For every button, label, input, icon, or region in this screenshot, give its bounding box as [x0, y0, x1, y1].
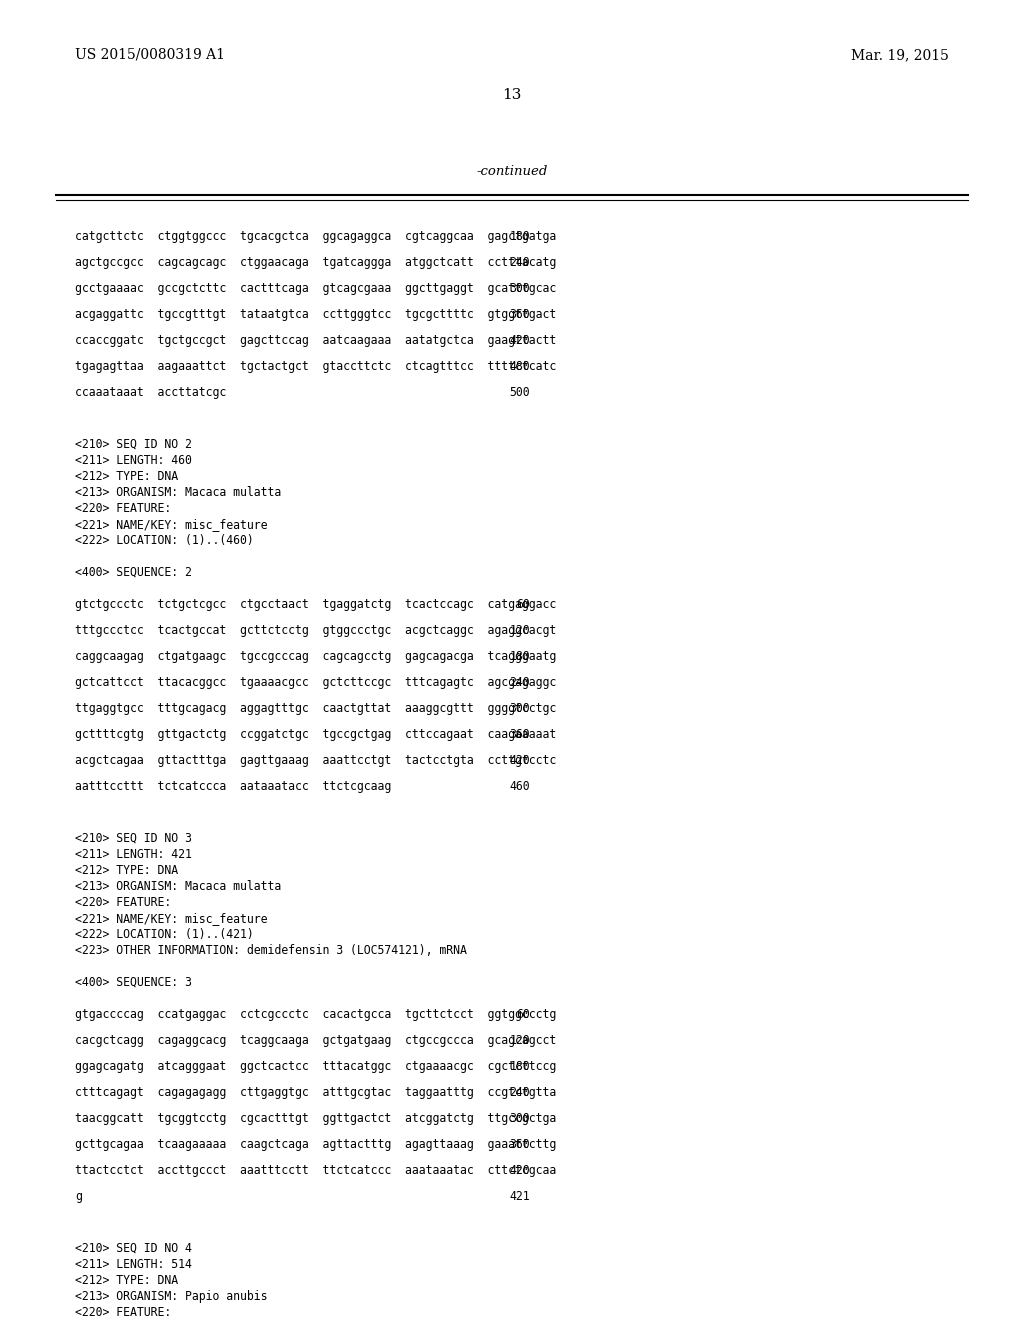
Text: ggagcagatg  atcagggaat  ggctcactcc  tttacatggc  ctgaaaacgc  cgctcttccg: ggagcagatg atcagggaat ggctcactcc tttacat… — [75, 1060, 556, 1073]
Text: <212> TYPE: DNA: <212> TYPE: DNA — [75, 865, 178, 876]
Text: 240: 240 — [509, 676, 530, 689]
Text: 420: 420 — [509, 1164, 530, 1177]
Text: gctcattcct  ttacacggcc  tgaaaacgcc  gctcttccgc  tttcagagtc  agcgagaggc: gctcattcct ttacacggcc tgaaaacgcc gctcttc… — [75, 676, 556, 689]
Text: <210> SEQ ID NO 4: <210> SEQ ID NO 4 — [75, 1242, 191, 1255]
Text: 300: 300 — [509, 702, 530, 715]
Text: tgagagttaa  aagaaattct  tgctactgct  gtaccttctc  ctcagtttcc  ttttctcatc: tgagagttaa aagaaattct tgctactgct gtacctt… — [75, 360, 556, 374]
Text: <210> SEQ ID NO 3: <210> SEQ ID NO 3 — [75, 832, 191, 845]
Text: 240: 240 — [509, 1086, 530, 1100]
Text: <222> LOCATION: (1)..(460): <222> LOCATION: (1)..(460) — [75, 535, 254, 546]
Text: tttgccctcc  tcactgccat  gcttctcctg  gtggccctgc  acgctcaggc  agaggcacgt: tttgccctcc tcactgccat gcttctcctg gtggccc… — [75, 624, 556, 638]
Text: <220> FEATURE:: <220> FEATURE: — [75, 502, 171, 515]
Text: 421: 421 — [509, 1191, 530, 1203]
Text: 480: 480 — [509, 360, 530, 374]
Text: 420: 420 — [509, 754, 530, 767]
Text: <220> FEATURE:: <220> FEATURE: — [75, 896, 171, 909]
Text: <211> LENGTH: 421: <211> LENGTH: 421 — [75, 847, 191, 861]
Text: <212> TYPE: DNA: <212> TYPE: DNA — [75, 470, 178, 483]
Text: <222> LOCATION: (1)..(421): <222> LOCATION: (1)..(421) — [75, 928, 254, 941]
Text: <211> LENGTH: 460: <211> LENGTH: 460 — [75, 454, 191, 467]
Text: caggcaagag  ctgatgaagc  tgccgcccag  cagcagcctg  gagcagacga  tcagggaatg: caggcaagag ctgatgaagc tgccgcccag cagcagc… — [75, 649, 556, 663]
Text: <213> ORGANISM: Papio anubis: <213> ORGANISM: Papio anubis — [75, 1290, 267, 1303]
Text: ctttcagagt  cagagagagg  cttgaggtgc  atttgcgtac  taggaatttg  ccgtctgtta: ctttcagagt cagagagagg cttgaggtgc atttgcg… — [75, 1086, 556, 1100]
Text: g: g — [75, 1191, 82, 1203]
Text: <400> SEQUENCE: 3: <400> SEQUENCE: 3 — [75, 975, 191, 989]
Text: <223> OTHER INFORMATION: demidefensin 3 (LOC574121), mRNA: <223> OTHER INFORMATION: demidefensin 3 … — [75, 944, 467, 957]
Text: <212> TYPE: DNA: <212> TYPE: DNA — [75, 1274, 178, 1287]
Text: <221> NAME/KEY: misc_feature: <221> NAME/KEY: misc_feature — [75, 517, 267, 531]
Text: 460: 460 — [509, 780, 530, 793]
Text: ttgaggtgcc  tttgcagacg  aggagtttgc  caactgttat  aaaggcgttt  ggggtcctgc: ttgaggtgcc tttgcagacg aggagtttgc caactgt… — [75, 702, 556, 715]
Text: 300: 300 — [509, 1111, 530, 1125]
Text: gcctgaaaac  gccgctcttc  cactttcaga  gtcagcgaaa  ggcttgaggt  gcatttgcac: gcctgaaaac gccgctcttc cactttcaga gtcagcg… — [75, 282, 556, 294]
Text: ccaccggatc  tgctgccgct  gagcttccag  aatcaagaaa  aatatgctca  gaagttactt: ccaccggatc tgctgccgct gagcttccag aatcaag… — [75, 334, 556, 347]
Text: catgcttctc  ctggtggccc  tgcacgctca  ggcagaggca  cgtcaggcaa  gagctgatga: catgcttctc ctggtggccc tgcacgctca ggcagag… — [75, 230, 556, 243]
Text: <221> NAME/KEY: misc_feature: <221> NAME/KEY: misc_feature — [75, 912, 267, 925]
Text: <213> ORGANISM: Macaca mulatta: <213> ORGANISM: Macaca mulatta — [75, 486, 282, 499]
Text: <211> LENGTH: 514: <211> LENGTH: 514 — [75, 1258, 191, 1271]
Text: 360: 360 — [509, 729, 530, 741]
Text: aatttccttt  tctcatccca  aataaatacc  ttctcgcaag: aatttccttt tctcatccca aataaatacc ttctcgc… — [75, 780, 391, 793]
Text: <400> SEQUENCE: 2: <400> SEQUENCE: 2 — [75, 566, 191, 579]
Text: 120: 120 — [509, 1034, 530, 1047]
Text: ccaaataaat  accttatcgc: ccaaataaat accttatcgc — [75, 385, 226, 399]
Text: 180: 180 — [509, 649, 530, 663]
Text: agctgccgcc  cagcagcagc  ctggaacaga  tgatcaggga  atggctcatt  cctttacatg: agctgccgcc cagcagcagc ctggaacaga tgatcag… — [75, 256, 556, 269]
Text: cacgctcagg  cagaggcacg  tcaggcaaga  gctgatgaag  ctgccgccca  gcagcagcct: cacgctcagg cagaggcacg tcaggcaaga gctgatg… — [75, 1034, 556, 1047]
Text: 420: 420 — [509, 334, 530, 347]
Text: gtgaccccag  ccatgaggac  cctcgccctc  cacactgcca  tgcttctcct  ggtggccctg: gtgaccccag ccatgaggac cctcgccctc cacactg… — [75, 1008, 556, 1020]
Text: 360: 360 — [509, 308, 530, 321]
Text: <210> SEQ ID NO 2: <210> SEQ ID NO 2 — [75, 438, 191, 451]
Text: 13: 13 — [503, 88, 521, 102]
Text: 300: 300 — [509, 282, 530, 294]
Text: gcttttcgtg  gttgactctg  ccggatctgc  tgccgctgag  cttccagaat  caagaaaaat: gcttttcgtg gttgactctg ccggatctgc tgccgct… — [75, 729, 556, 741]
Text: 120: 120 — [509, 624, 530, 638]
Text: US 2015/0080319 A1: US 2015/0080319 A1 — [75, 48, 225, 62]
Text: <220> FEATURE:: <220> FEATURE: — [75, 1305, 171, 1319]
Text: taacggcatt  tgcggtcctg  cgcactttgt  ggttgactct  atcggatctg  ttgccgctga: taacggcatt tgcggtcctg cgcactttgt ggttgac… — [75, 1111, 556, 1125]
Text: -continued: -continued — [476, 165, 548, 178]
Text: 180: 180 — [509, 230, 530, 243]
Text: acgctcagaa  gttactttga  gagttgaaag  aaattcctgt  tactcctgta  ccttgtcctc: acgctcagaa gttactttga gagttgaaag aaattcc… — [75, 754, 556, 767]
Text: gtctgccctc  tctgctcgcc  ctgcctaact  tgaggatctg  tcactccagc  catgaggacc: gtctgccctc tctgctcgcc ctgcctaact tgaggat… — [75, 598, 556, 611]
Text: Mar. 19, 2015: Mar. 19, 2015 — [851, 48, 949, 62]
Text: acgaggattc  tgccgtttgt  tataatgtca  ccttgggtcc  tgcgcttttc  gtggttgact: acgaggattc tgccgtttgt tataatgtca ccttggg… — [75, 308, 556, 321]
Text: 360: 360 — [509, 1138, 530, 1151]
Text: <213> ORGANISM: Macaca mulatta: <213> ORGANISM: Macaca mulatta — [75, 880, 282, 894]
Text: 240: 240 — [509, 256, 530, 269]
Text: gcttgcagaa  tcaagaaaaa  caagctcaga  agttactttg  agagttaaag  gaaattcttg: gcttgcagaa tcaagaaaaa caagctcaga agttact… — [75, 1138, 556, 1151]
Text: 180: 180 — [509, 1060, 530, 1073]
Text: ttactcctct  accttgccct  aaatttcctt  ttctcatccc  aaataaatac  cttctcgcaa: ttactcctct accttgccct aaatttcctt ttctcat… — [75, 1164, 556, 1177]
Text: 60: 60 — [516, 1008, 530, 1020]
Text: 500: 500 — [509, 385, 530, 399]
Text: 60: 60 — [516, 598, 530, 611]
